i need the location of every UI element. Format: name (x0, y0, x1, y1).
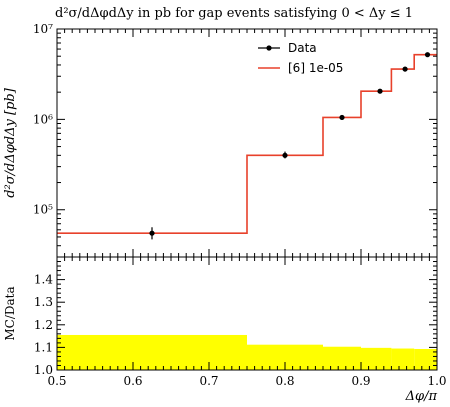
legend-data-marker (266, 45, 272, 51)
chart-title: d²σ/dΔφdΔy in pb for gap events satisfyi… (55, 6, 413, 21)
data-point (424, 52, 431, 58)
ratio-y-axis-label: MC/Data (3, 286, 17, 340)
ratio-y-tick-label: 1.0 (34, 363, 53, 377)
x-tick-label: 0.8 (275, 374, 294, 388)
x-tick-label: 0.5 (47, 374, 66, 388)
ratio-y-tick-label: 1.1 (34, 340, 53, 354)
data-point (339, 114, 345, 121)
ratio-band (361, 347, 392, 370)
legend-data-label: Data (288, 41, 317, 55)
y-tick-label: 10⁷ (33, 22, 53, 36)
ratio-band (391, 348, 415, 370)
x-tick-label: 0.6 (123, 374, 142, 388)
y-tick-label: 10⁶ (33, 112, 53, 126)
x-tick-label: 1.0 (427, 374, 446, 388)
x-axis-label: Δφ/π (405, 389, 438, 404)
ratio-y-tick-label: 1.4 (34, 273, 53, 287)
data-point (149, 230, 155, 236)
ratio-band (57, 334, 247, 370)
legend-mc-label: [6] 1e-05 (288, 61, 343, 75)
x-tick-label: 0.7 (199, 374, 218, 388)
ratio-y-tick-label: 1.2 (34, 318, 53, 332)
ratio-y-tick-label: 1.3 (34, 295, 53, 309)
data-point (402, 66, 408, 72)
main-panel: 10⁵ 10⁶ 10⁷ d²σ/dΔφdΔy [pb] Data [6] 1e-05 (3, 22, 438, 258)
ratio-band (323, 346, 361, 370)
data-point (377, 88, 383, 94)
data-point (282, 152, 288, 158)
x-tick-label: 0.9 (351, 374, 370, 388)
ratio-panel: 1.0 1.1 1.2 1.3 1.4 0.5 0.6 0.7 0.8 0.9 1.0 MC/Data… (3, 256, 447, 404)
y-tick-label: 10⁵ (33, 203, 53, 217)
ratio-band (414, 348, 437, 370)
y-axis-label: d²σ/dΔφdΔy [pb] (3, 87, 18, 198)
mc-step-line (57, 53, 437, 235)
